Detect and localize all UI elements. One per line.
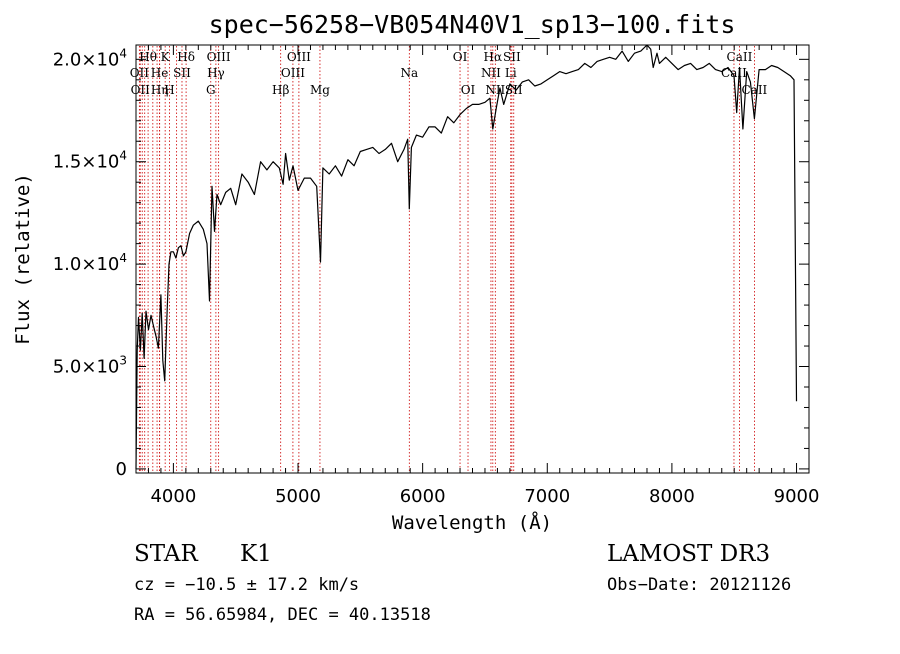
line-label: Hθ bbox=[139, 50, 157, 64]
line-label: OI bbox=[453, 50, 468, 64]
x-axis-label: Wavelength (Å) bbox=[392, 511, 552, 534]
line-label: Hη bbox=[151, 83, 169, 97]
chart-title: spec−56258−VB054N40V1_sp13−100.fits bbox=[209, 10, 736, 39]
y-tick-mantissa: 0 bbox=[116, 459, 127, 480]
y-tick-label: 5.0×103 bbox=[53, 354, 127, 378]
line-label: OII bbox=[130, 66, 150, 80]
line-label: SII bbox=[173, 66, 191, 80]
line-label: OI bbox=[461, 83, 476, 97]
y-axis-label: Flux (relative) bbox=[12, 173, 34, 345]
y-tick-label: 2.0×104 bbox=[53, 46, 127, 70]
y-tick-mantissa: 2.0×10 bbox=[53, 49, 120, 70]
survey-name: LAMOST DR3 bbox=[607, 541, 770, 567]
line-label: NII bbox=[481, 66, 501, 80]
line-label: Hγ bbox=[207, 66, 225, 80]
line-label: Hβ bbox=[272, 83, 289, 97]
line-label: Mg bbox=[310, 83, 330, 97]
y-tick-label: 1.0×104 bbox=[53, 251, 127, 275]
line-label: Hα bbox=[484, 50, 503, 64]
line-label: Li bbox=[505, 66, 517, 80]
y-tick-exponent: 4 bbox=[119, 251, 127, 265]
y-tick-exponent: 4 bbox=[119, 46, 127, 60]
line-label: CaII bbox=[721, 66, 747, 80]
line-label: SII bbox=[505, 83, 523, 97]
x-tick-label: 9000 bbox=[774, 486, 820, 507]
y-tick-label: 1.5×104 bbox=[53, 149, 127, 173]
x-tick-label: 5000 bbox=[275, 486, 321, 507]
line-label: OII bbox=[131, 83, 151, 97]
line-label: CaII bbox=[741, 83, 767, 97]
line-label: Na bbox=[400, 66, 418, 80]
y-tick-label: 0 bbox=[116, 459, 127, 480]
line-label: CaII bbox=[727, 50, 753, 64]
x-axis-ticks: 4000 5000 6000 7000 8000 9000 bbox=[135, 45, 820, 507]
line-markers bbox=[138, 46, 755, 472]
x-tick-label: 8000 bbox=[649, 486, 695, 507]
x-tick-label: 6000 bbox=[400, 486, 446, 507]
line-label: OIII bbox=[287, 50, 311, 64]
plot-frame bbox=[135, 44, 810, 474]
line-label: SII bbox=[503, 50, 521, 64]
coordinates-text: RA = 56.65984, DEC = 40.13518 bbox=[134, 605, 431, 625]
y-tick-exponent: 3 bbox=[119, 354, 127, 368]
line-label: OIII bbox=[207, 50, 231, 64]
redshift-text: cz = −10.5 ± 17.2 km/s bbox=[134, 575, 359, 595]
line-labels: OII OII Hθ He Hη K H SII Hδ G Hγ OIII Hβ OIII OIII Mg Na… bbox=[130, 50, 768, 97]
spectrum-series bbox=[135, 44, 798, 469]
spectrum-line-0 bbox=[135, 44, 798, 469]
line-label: OIII bbox=[281, 66, 305, 80]
y-tick-mantissa: 1.0×10 bbox=[53, 254, 120, 275]
line-label: K bbox=[161, 50, 171, 64]
x-tick-label: 7000 bbox=[524, 486, 570, 507]
line-label: H bbox=[164, 83, 174, 97]
object-class: STAR bbox=[134, 541, 198, 567]
y-tick-mantissa: 5.0×10 bbox=[53, 357, 120, 378]
line-label: NII bbox=[485, 83, 505, 97]
observation-date: Obs−Date: 20121126 bbox=[607, 575, 791, 595]
object-subclass: K1 bbox=[240, 541, 272, 567]
x-tick-label: 4000 bbox=[150, 486, 196, 507]
y-tick-mantissa: 1.5×10 bbox=[53, 152, 120, 173]
line-label: G bbox=[206, 83, 216, 97]
line-label: He bbox=[151, 66, 169, 80]
line-label: Hδ bbox=[177, 50, 195, 64]
y-tick-exponent: 4 bbox=[119, 149, 127, 163]
